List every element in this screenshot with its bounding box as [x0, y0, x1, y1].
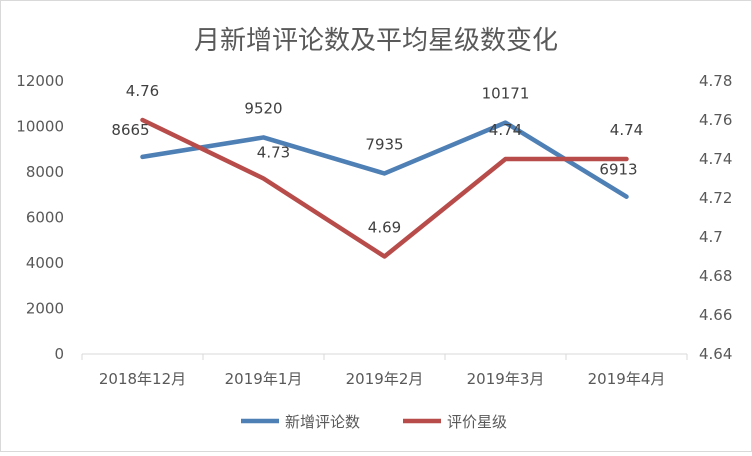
y-left-tick-label: 2000 — [26, 300, 64, 318]
data-label: 4.76 — [126, 82, 159, 100]
y-left-tick-label: 8000 — [26, 163, 64, 181]
data-label: 4.74 — [610, 121, 643, 139]
x-tick-label: 2019年4月 — [588, 370, 666, 388]
data-label: 9520 — [244, 99, 282, 117]
y-right-tick-label: 4.78 — [699, 72, 732, 90]
y-right-tick-label: 4.72 — [699, 189, 732, 207]
data-label: 4.74 — [489, 121, 522, 139]
data-label: 10171 — [482, 85, 530, 103]
data-label: 4.73 — [257, 144, 290, 162]
y-left-tick-label: 10000 — [16, 118, 64, 136]
y-left-tick-label: 12000 — [16, 72, 64, 90]
series-line-1 — [140, 120, 629, 199]
data-label: 6913 — [599, 161, 637, 179]
y-left-tick-label: 4000 — [26, 254, 64, 272]
y-right-tick-label: 4.74 — [699, 150, 732, 168]
x-tick-label: 2019年2月 — [346, 370, 424, 388]
legend-entry-2: 评价星级 — [447, 413, 507, 431]
data-label: 7935 — [365, 135, 403, 153]
data-label: 8665 — [111, 121, 149, 139]
series-line-2 — [140, 117, 629, 259]
x-tick-label: 2018年12月 — [99, 370, 186, 388]
y-left-tick-label: 6000 — [26, 209, 64, 227]
x-tick-label: 2019年1月 — [225, 370, 303, 388]
chart-title: 月新增评论数及平均星级数变化 — [194, 26, 558, 56]
y-right-tick-label: 4.66 — [699, 306, 732, 324]
y-right-tick-label: 4.7 — [699, 228, 723, 246]
legend-entry-1: 新增评论数 — [285, 413, 360, 431]
y-left-tick-label: 0 — [54, 345, 64, 363]
y-right-tick-label: 4.64 — [699, 345, 732, 363]
y-right-tick-label: 4.68 — [699, 267, 732, 285]
data-label: 4.69 — [368, 219, 401, 237]
x-tick-label: 2019年3月 — [467, 370, 545, 388]
y-right-tick-label: 4.76 — [699, 111, 732, 129]
